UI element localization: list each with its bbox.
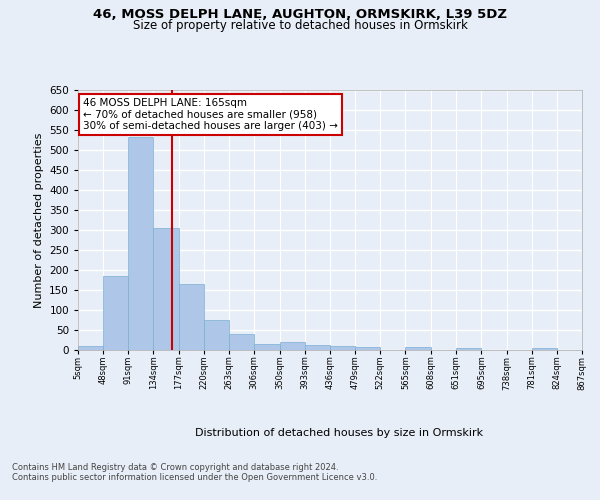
Bar (78, 346, 103, 350)
Bar (305, 345, 330, 350)
Bar (406, 347, 431, 350)
Bar (330, 346, 355, 350)
Bar (532, 348, 557, 350)
Bar (154, 228, 179, 350)
Bar (280, 342, 305, 350)
Bar (254, 344, 280, 350)
Bar (456, 348, 481, 350)
Bar (128, 137, 154, 350)
Y-axis label: Number of detached properties: Number of detached properties (34, 132, 44, 308)
Text: 46, MOSS DELPH LANE, AUGHTON, ORMSKIRK, L39 5DZ: 46, MOSS DELPH LANE, AUGHTON, ORMSKIRK, … (93, 8, 507, 20)
Text: Size of property relative to detached houses in Ormskirk: Size of property relative to detached ho… (133, 18, 467, 32)
Bar (103, 276, 128, 350)
Bar (204, 320, 229, 350)
Text: Contains HM Land Registry data © Crown copyright and database right 2024.: Contains HM Land Registry data © Crown c… (12, 462, 338, 471)
Text: Distribution of detached houses by size in Ormskirk: Distribution of detached houses by size … (195, 428, 483, 438)
Text: 46 MOSS DELPH LANE: 165sqm
← 70% of detached houses are smaller (958)
30% of sem: 46 MOSS DELPH LANE: 165sqm ← 70% of deta… (83, 98, 338, 131)
Bar (229, 334, 254, 350)
Bar (179, 284, 204, 350)
Text: Contains public sector information licensed under the Open Government Licence v3: Contains public sector information licen… (12, 472, 377, 482)
Bar (355, 347, 380, 350)
